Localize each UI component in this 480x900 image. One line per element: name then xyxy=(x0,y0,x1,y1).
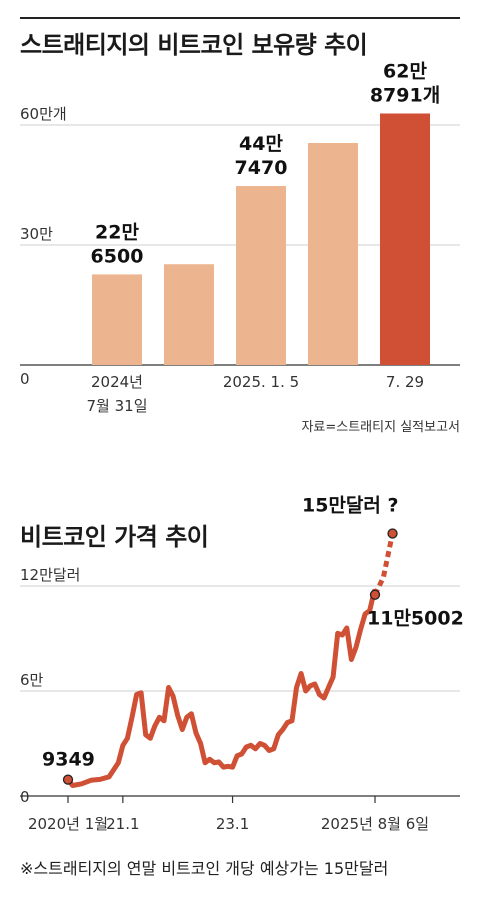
bar-data-label: 7470 xyxy=(235,157,288,179)
x-tick-label: 2024년 xyxy=(91,373,143,391)
annotation-label: 15만달러 ? xyxy=(302,495,399,517)
bar-data-label: 62만 xyxy=(383,60,427,82)
annotation-marker xyxy=(387,528,398,539)
x-tick-label: 2025. 1. 5 xyxy=(223,373,299,391)
y-tick-label: 0 xyxy=(20,788,30,806)
bar-data-label: 22만 xyxy=(95,221,139,243)
x-tick-label: 21.1 xyxy=(106,815,139,833)
x-tick-label: 23.1 xyxy=(216,815,249,833)
bar xyxy=(164,264,214,365)
y-tick-label: 60만개 xyxy=(20,105,67,123)
x-tick-label: 7. 29 xyxy=(386,373,424,391)
y-tick-label: 30만 xyxy=(20,225,53,243)
x-tick-label: 2025년 8월 6일 xyxy=(321,815,429,833)
annotation-label: 9349 xyxy=(42,749,95,771)
bar xyxy=(380,113,430,365)
y-tick-label: 12만달러 xyxy=(20,566,81,584)
annotation-marker xyxy=(369,589,381,600)
bar xyxy=(236,186,286,365)
bar xyxy=(92,274,142,365)
x-tick-label: 7월 31일 xyxy=(87,397,148,415)
bar-data-label: 44만 xyxy=(239,133,283,155)
chart2-title: 비트코인 가격 추이 xyxy=(20,523,209,551)
annotation-marker xyxy=(62,774,74,785)
y-tick-label: 6만 xyxy=(20,671,44,689)
footnote: ※스트래티지의 연말 비트코인 개당 예상가는 15만달러 xyxy=(20,859,389,878)
chart1-title: 스트래티지의 비트코인 보유량 추이 xyxy=(20,31,368,59)
bar xyxy=(308,143,358,365)
bar-data-label: 8791개 xyxy=(370,84,440,106)
x-tick-label: 2020년 1월 xyxy=(28,815,108,833)
chart1-source: 자료=스트래티지 실적보고서 xyxy=(301,420,460,435)
y-tick-label: 0 xyxy=(20,370,30,388)
bar-data-label: 6500 xyxy=(91,245,144,267)
chart1-top-rule xyxy=(20,17,460,19)
price-line xyxy=(65,588,378,788)
annotation-label: 11만5002 xyxy=(367,608,464,630)
